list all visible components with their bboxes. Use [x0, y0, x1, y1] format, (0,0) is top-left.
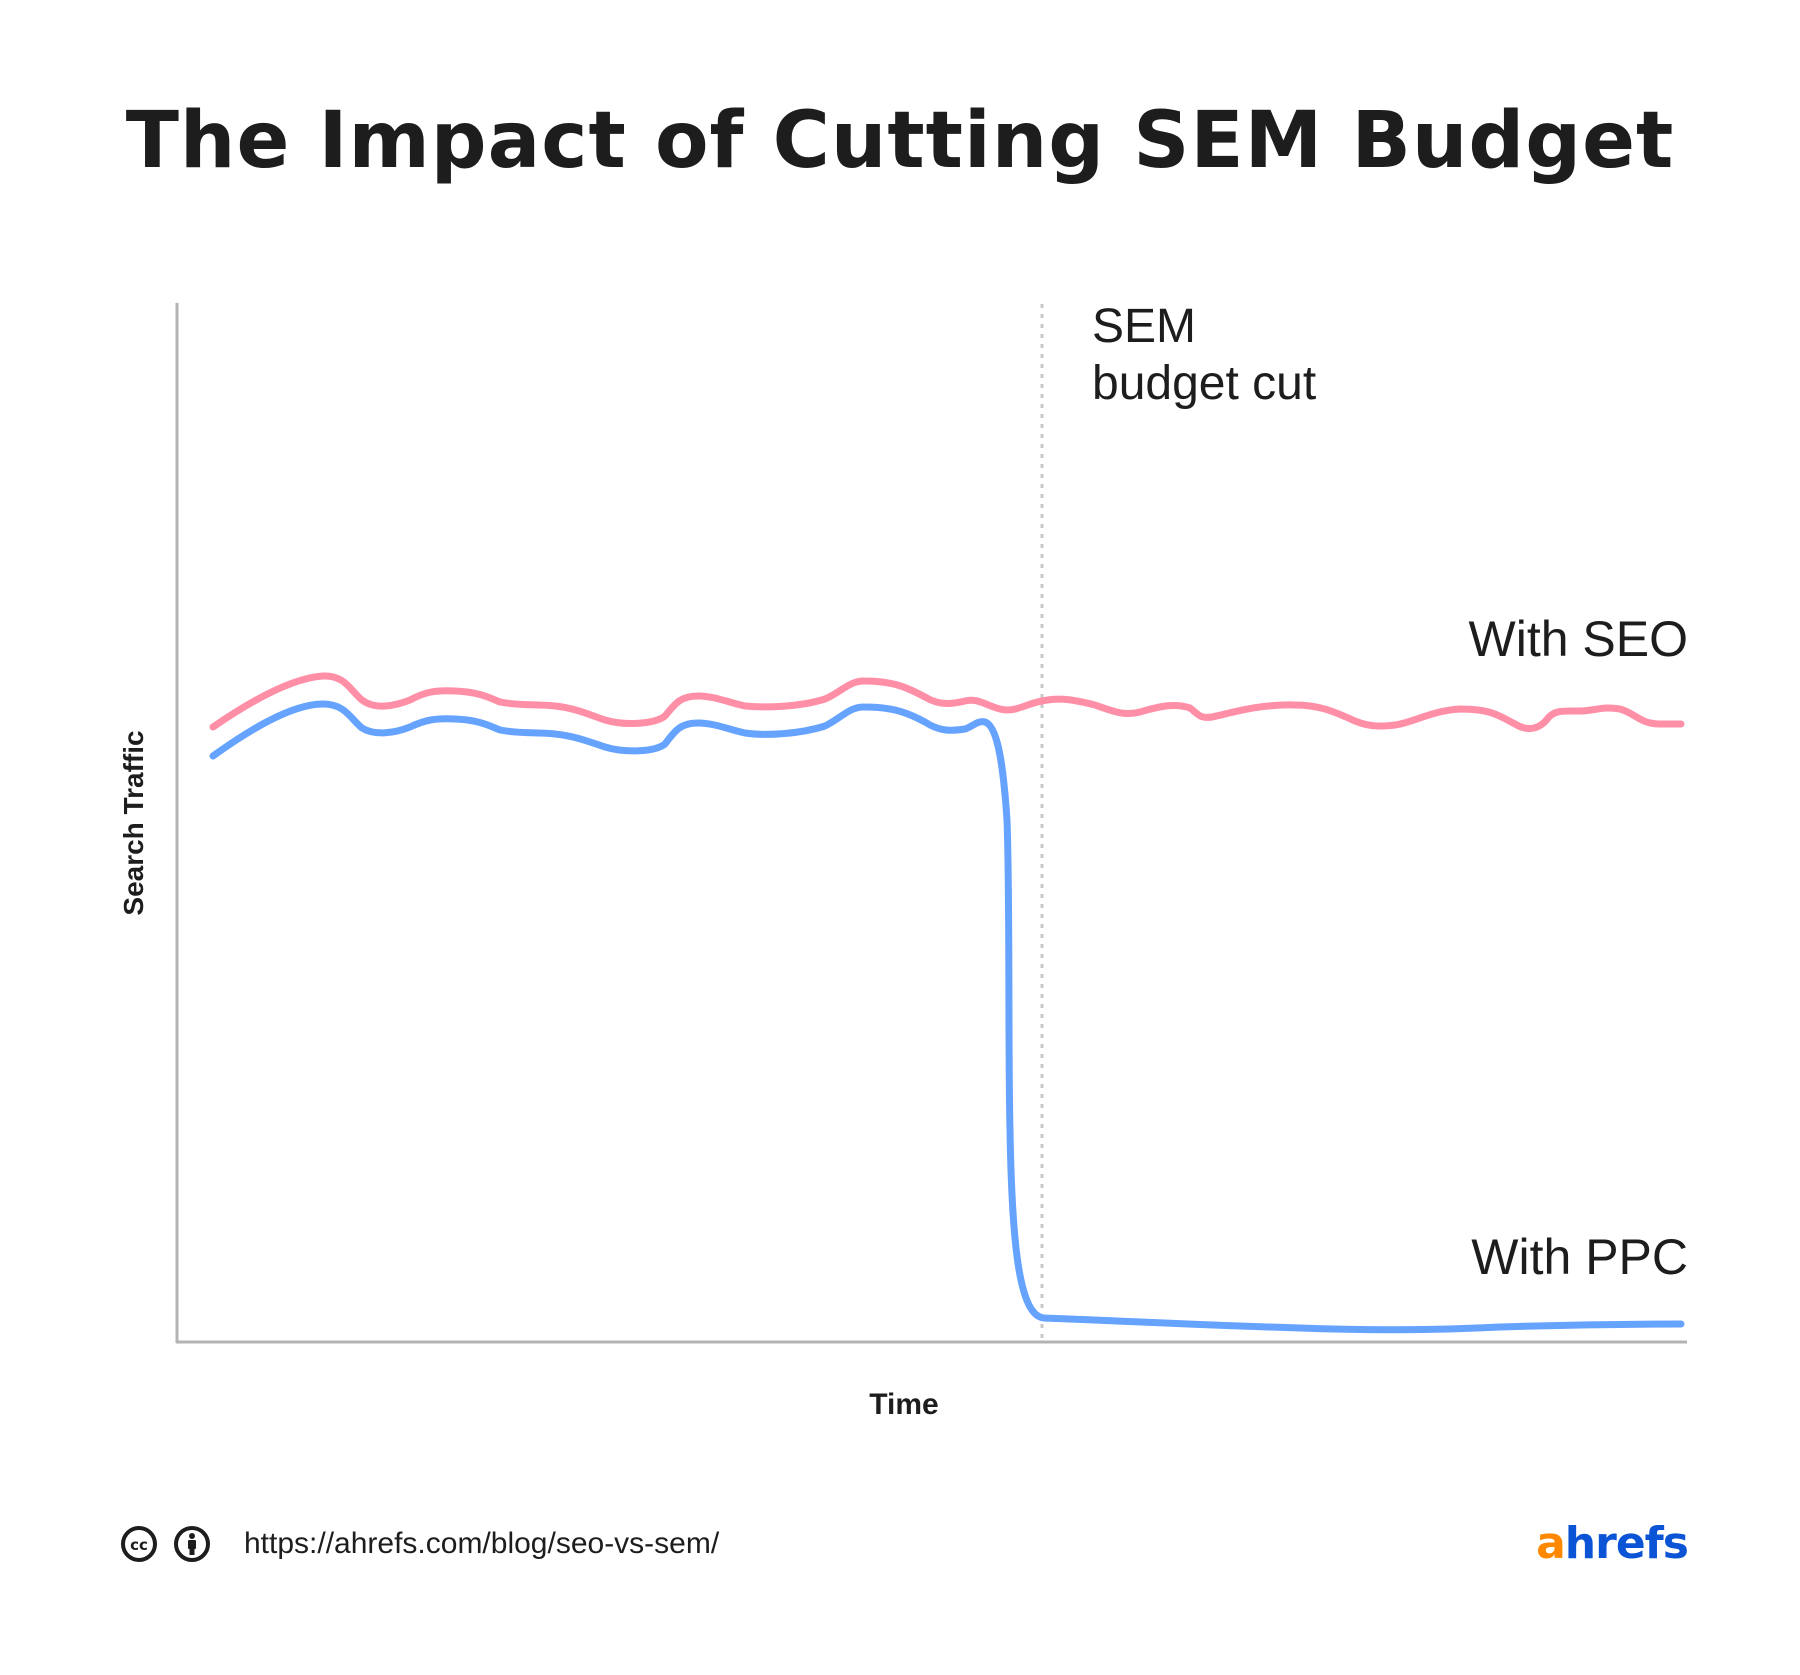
x-axis-label: Time: [869, 1388, 939, 1421]
seo-series-label: With SEO: [1468, 611, 1688, 667]
source-url[interactable]: https://ahrefs.com/blog/seo-vs-sem/: [244, 1527, 720, 1560]
creative-commons-icon: cc: [120, 1525, 158, 1563]
chart-title: The Impact of Cutting SEM Budget: [125, 96, 1675, 186]
footer: cc https://ahrefs.com/blog/seo-vs-sem/: [120, 1524, 719, 1564]
logo-rest: hrefs: [1564, 1518, 1689, 1569]
ppc-series-label: With PPC: [1471, 1229, 1688, 1285]
attribution-icon: [173, 1525, 211, 1563]
annotation-line-2: budget cut: [1092, 357, 1317, 410]
annotation-line-1: SEM: [1092, 300, 1197, 353]
budget-cut-annotation: SEM budget cut: [1092, 298, 1316, 412]
seo-line: [209, 672, 1685, 733]
logo-accent-letter: a: [1536, 1518, 1566, 1569]
ppc-line: [209, 700, 1685, 1334]
ahrefs-logo: ahrefs: [1536, 1518, 1689, 1569]
svg-text:cc: cc: [130, 1536, 148, 1554]
y-axis-label: Search Traffic: [118, 730, 149, 916]
